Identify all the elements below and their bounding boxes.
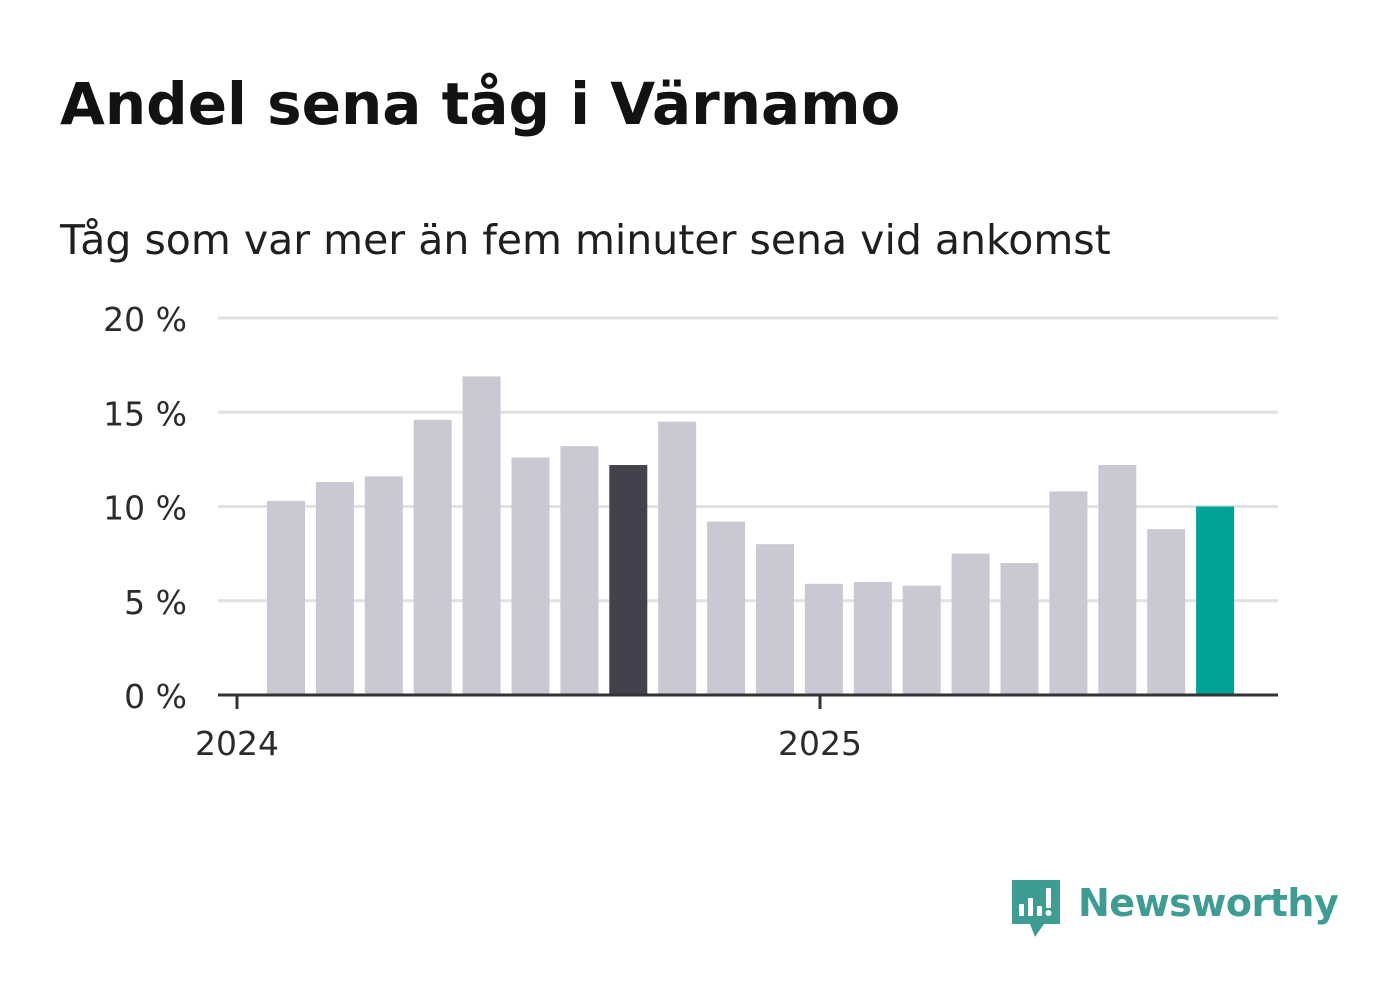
y-tick-label: 0 % xyxy=(124,677,187,716)
bar-2024-12 xyxy=(804,583,843,695)
bar-chart: 0 % 5 % 10 % 15 % 20 % 2024 2025 xyxy=(103,300,1278,763)
bars xyxy=(267,376,1235,695)
bar-2025-04 xyxy=(1000,563,1039,695)
bar-2024-02 xyxy=(315,481,354,695)
chart-title: Andel sena tåg i Värnamo xyxy=(60,70,901,138)
bar-2024-09 xyxy=(658,421,697,695)
bar-2024-06 xyxy=(511,457,550,695)
bar-2024-01 xyxy=(267,500,305,695)
x-tick-label: 2024 xyxy=(195,724,279,763)
bar-2025-01 xyxy=(853,581,892,695)
bar-2024-07 xyxy=(560,446,599,695)
y-tick-label: 20 % xyxy=(103,300,187,339)
y-tick-label: 5 % xyxy=(124,583,187,622)
bar-2024-10 xyxy=(707,521,746,695)
bar-2025-05 xyxy=(1049,491,1088,695)
axes xyxy=(218,693,1278,709)
newsworthy-logo: Newsworthy xyxy=(1010,878,1339,942)
tick-labels: 0 % 5 % 10 % 15 % 20 % 2024 2025 xyxy=(103,300,862,763)
bar-2024-03 xyxy=(364,476,403,695)
bar-2024-11 xyxy=(756,544,794,695)
y-tick-label: 10 % xyxy=(103,489,187,528)
brand-name: Newsworthy xyxy=(1078,881,1339,925)
bar-chart-speech-bubble-icon xyxy=(1012,880,1060,937)
bar-2025-03 xyxy=(951,553,990,695)
y-tick-label: 15 % xyxy=(103,394,187,433)
bar-2024-04 xyxy=(413,419,452,695)
bar-2024-08 xyxy=(609,465,648,695)
x-tick-label: 2025 xyxy=(778,724,862,763)
bar-2025-07 xyxy=(1147,529,1186,695)
bar-2025-02 xyxy=(902,585,941,695)
chart-subtitle: Tåg som var mer än fem minuter sena vid … xyxy=(60,216,1111,264)
bar-2024-05 xyxy=(462,376,501,695)
bar-2025-06 xyxy=(1098,465,1137,695)
bar-2025-08 xyxy=(1196,506,1235,695)
